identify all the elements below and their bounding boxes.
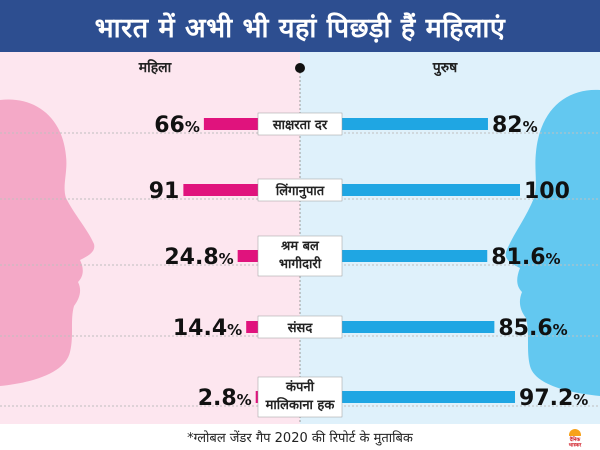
value-label-female: 66% [154, 113, 200, 138]
bar-male [342, 391, 516, 403]
female-silhouette [0, 99, 95, 386]
category-label: कंपनी [285, 379, 315, 395]
category-label: लिंगानुपात [275, 182, 325, 199]
value-label-female: 24.8% [164, 245, 233, 270]
value-unit-female: % [185, 118, 200, 136]
category-box [257, 112, 343, 136]
bar-female [237, 250, 258, 262]
bar-male [342, 184, 520, 196]
dainik-bhaskar-logo: दैनिक भास्कर [564, 429, 586, 449]
value-unit-male: % [573, 391, 588, 409]
bar-male [342, 118, 488, 130]
bar-male [342, 321, 495, 333]
bar-male [342, 250, 488, 262]
page-title: भारत में अभी भी यहां पिछड़ी हैं महिलाएं [94, 12, 506, 44]
value-label-female: 2.8% [198, 386, 252, 411]
header-male: पुरुष [432, 60, 458, 77]
value-label-female: 14.4% [173, 316, 242, 341]
category-box [257, 376, 343, 418]
category-label: मालिकाना हक [265, 397, 336, 413]
bar-female [246, 321, 258, 333]
value-label-male: 100 [524, 179, 570, 204]
value-unit-male: % [523, 118, 538, 136]
value-label-male: 81.6% [491, 245, 560, 270]
category-label: भागीदारी [279, 256, 322, 272]
category-label: संसद [287, 320, 314, 336]
bar-female [255, 391, 258, 403]
category-box [257, 178, 343, 202]
footnote: *ग्लोबल जेंडर गैप 2020 की रिपोर्ट के मुत… [187, 431, 413, 446]
value-label-male: 97.2% [519, 386, 588, 411]
value-unit-female: % [237, 391, 252, 409]
category-box [257, 315, 343, 339]
footer: *ग्लोबल जेंडर गैप 2020 की रिपोर्ट के मुत… [0, 424, 600, 450]
bar-female [203, 118, 258, 130]
title-bar: भारत में अभी भी यहां पिछड़ी हैं महिलाएं [0, 0, 600, 52]
logo-text-line2: भास्कर [569, 443, 583, 449]
center-axis-dot [295, 63, 305, 73]
value-label-male: 85.6% [498, 316, 567, 341]
logo-text-line1: दैनिक [569, 436, 582, 443]
value-label-male: 82% [492, 113, 538, 138]
value-unit-male: % [553, 321, 568, 339]
value-unit-male: % [546, 250, 561, 268]
value-label-female: 91 [149, 179, 180, 204]
header-female: महिला [138, 59, 173, 76]
male-silhouette [505, 89, 600, 397]
category-label: साक्षरता दर [272, 118, 328, 133]
category-label: श्रम बल [280, 239, 320, 254]
butterfly-chart: महिला पुरुष साक्षरता दर 66% 82% लिंगानुपात 91 1… [0, 52, 600, 424]
value-unit-female: % [219, 250, 234, 268]
bar-female [183, 184, 258, 196]
value-unit-female: % [227, 321, 242, 339]
category-box [257, 235, 343, 277]
